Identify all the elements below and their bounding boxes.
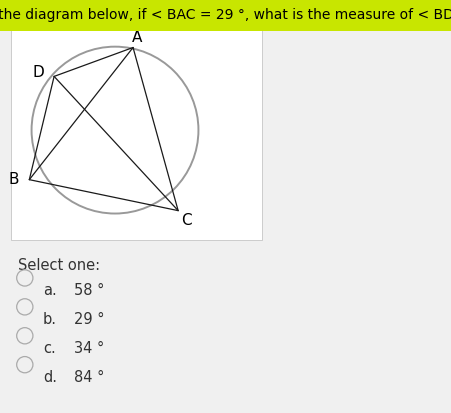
Text: a.: a.: [43, 283, 56, 298]
Text: b.: b.: [43, 312, 57, 327]
Text: A: A: [132, 30, 143, 45]
Text: C: C: [181, 214, 192, 228]
Text: 34 °: 34 °: [74, 341, 105, 356]
Text: c.: c.: [43, 341, 55, 356]
FancyBboxPatch shape: [11, 0, 262, 240]
Text: 84 °: 84 °: [74, 370, 105, 385]
Text: d.: d.: [43, 370, 57, 385]
Text: 58 °: 58 °: [74, 283, 105, 298]
Text: B: B: [8, 172, 19, 187]
Text: D: D: [32, 65, 44, 80]
Text: Select one:: Select one:: [18, 258, 100, 273]
FancyBboxPatch shape: [0, 0, 451, 31]
Text: In the diagram below, if < BAC = 29 °, what is the measure of < BDC?: In the diagram below, if < BAC = 29 °, w…: [0, 9, 451, 22]
Text: 29 °: 29 °: [74, 312, 105, 327]
